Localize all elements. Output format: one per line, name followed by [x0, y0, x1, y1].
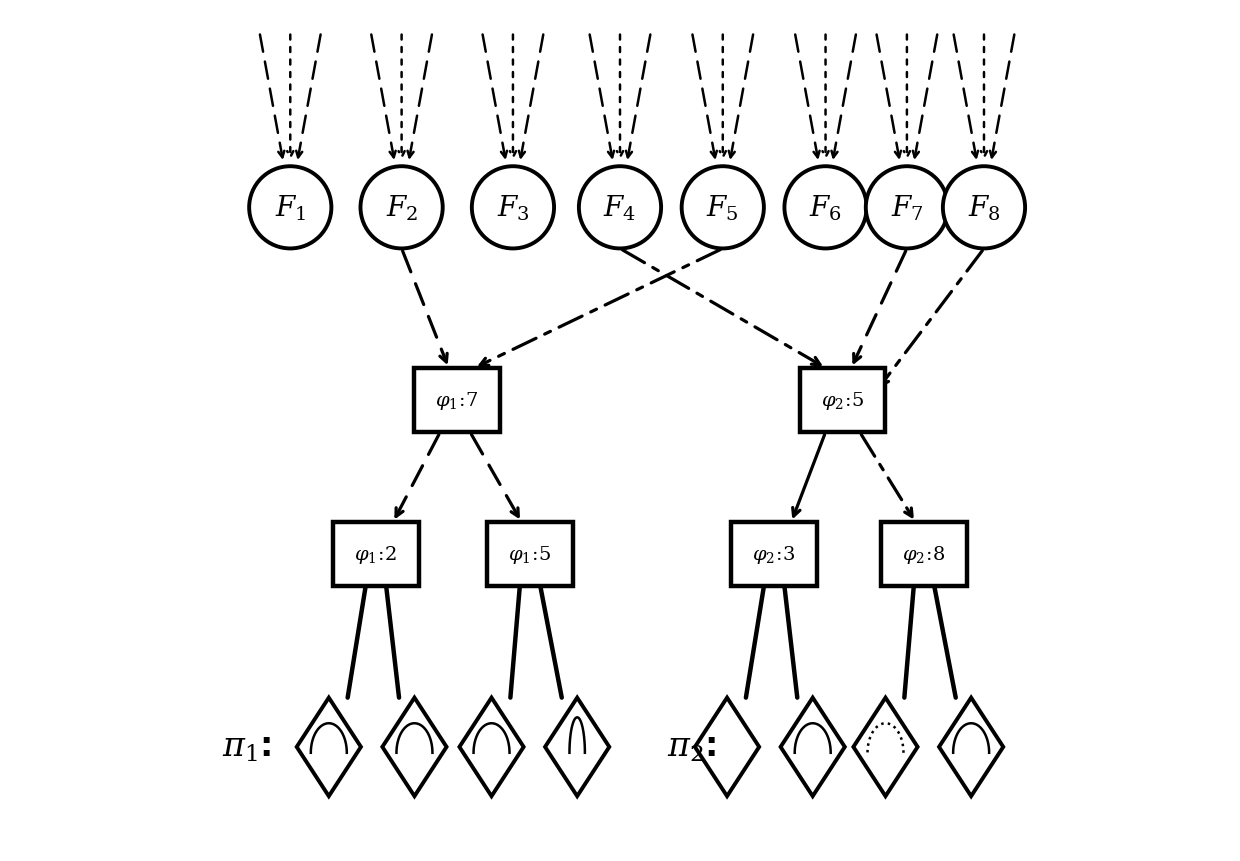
- Text: $F_8$: $F_8$: [967, 194, 1001, 223]
- Circle shape: [682, 167, 764, 249]
- Circle shape: [249, 167, 331, 249]
- Circle shape: [942, 167, 1025, 249]
- Text: $\pi_1$:: $\pi_1$:: [222, 730, 272, 764]
- Text: $\pi_2$:: $\pi_2$:: [667, 730, 717, 764]
- Text: $\varphi_2\!:\!3$: $\varphi_2\!:\!3$: [753, 543, 796, 566]
- Text: $F_5$: $F_5$: [707, 194, 739, 223]
- Text: $F_6$: $F_6$: [810, 194, 842, 223]
- Bar: [800, 369, 885, 432]
- Circle shape: [472, 167, 554, 249]
- Text: $F_4$: $F_4$: [604, 194, 636, 223]
- Text: $F_7$: $F_7$: [890, 194, 924, 223]
- Polygon shape: [546, 697, 609, 796]
- Text: $F_2$: $F_2$: [386, 194, 418, 223]
- Polygon shape: [459, 697, 523, 796]
- Polygon shape: [781, 697, 844, 796]
- Bar: [487, 523, 573, 586]
- Polygon shape: [296, 697, 361, 796]
- Text: $\varphi_1\!:\!7$: $\varphi_1\!:\!7$: [435, 389, 479, 412]
- Polygon shape: [939, 697, 1003, 796]
- Text: $\varphi_1\!:\!2$: $\varphi_1\!:\!2$: [355, 543, 398, 566]
- Text: $\varphi_2\!:\!8$: $\varphi_2\!:\!8$: [903, 543, 946, 566]
- Polygon shape: [382, 697, 446, 796]
- Text: $\varphi_1\!:\!5$: $\varphi_1\!:\!5$: [508, 543, 552, 566]
- Circle shape: [579, 167, 661, 249]
- Bar: [882, 523, 967, 586]
- Polygon shape: [694, 697, 759, 796]
- Text: $\varphi_2\!:\!5$: $\varphi_2\!:\!5$: [821, 389, 864, 412]
- Polygon shape: [853, 697, 918, 796]
- Text: $F_1$: $F_1$: [274, 194, 306, 223]
- Text: $F_3$: $F_3$: [496, 194, 529, 223]
- Circle shape: [785, 167, 867, 249]
- Bar: [732, 523, 817, 586]
- Bar: [334, 523, 419, 586]
- Circle shape: [866, 167, 949, 249]
- Circle shape: [361, 167, 443, 249]
- Bar: [414, 369, 500, 432]
